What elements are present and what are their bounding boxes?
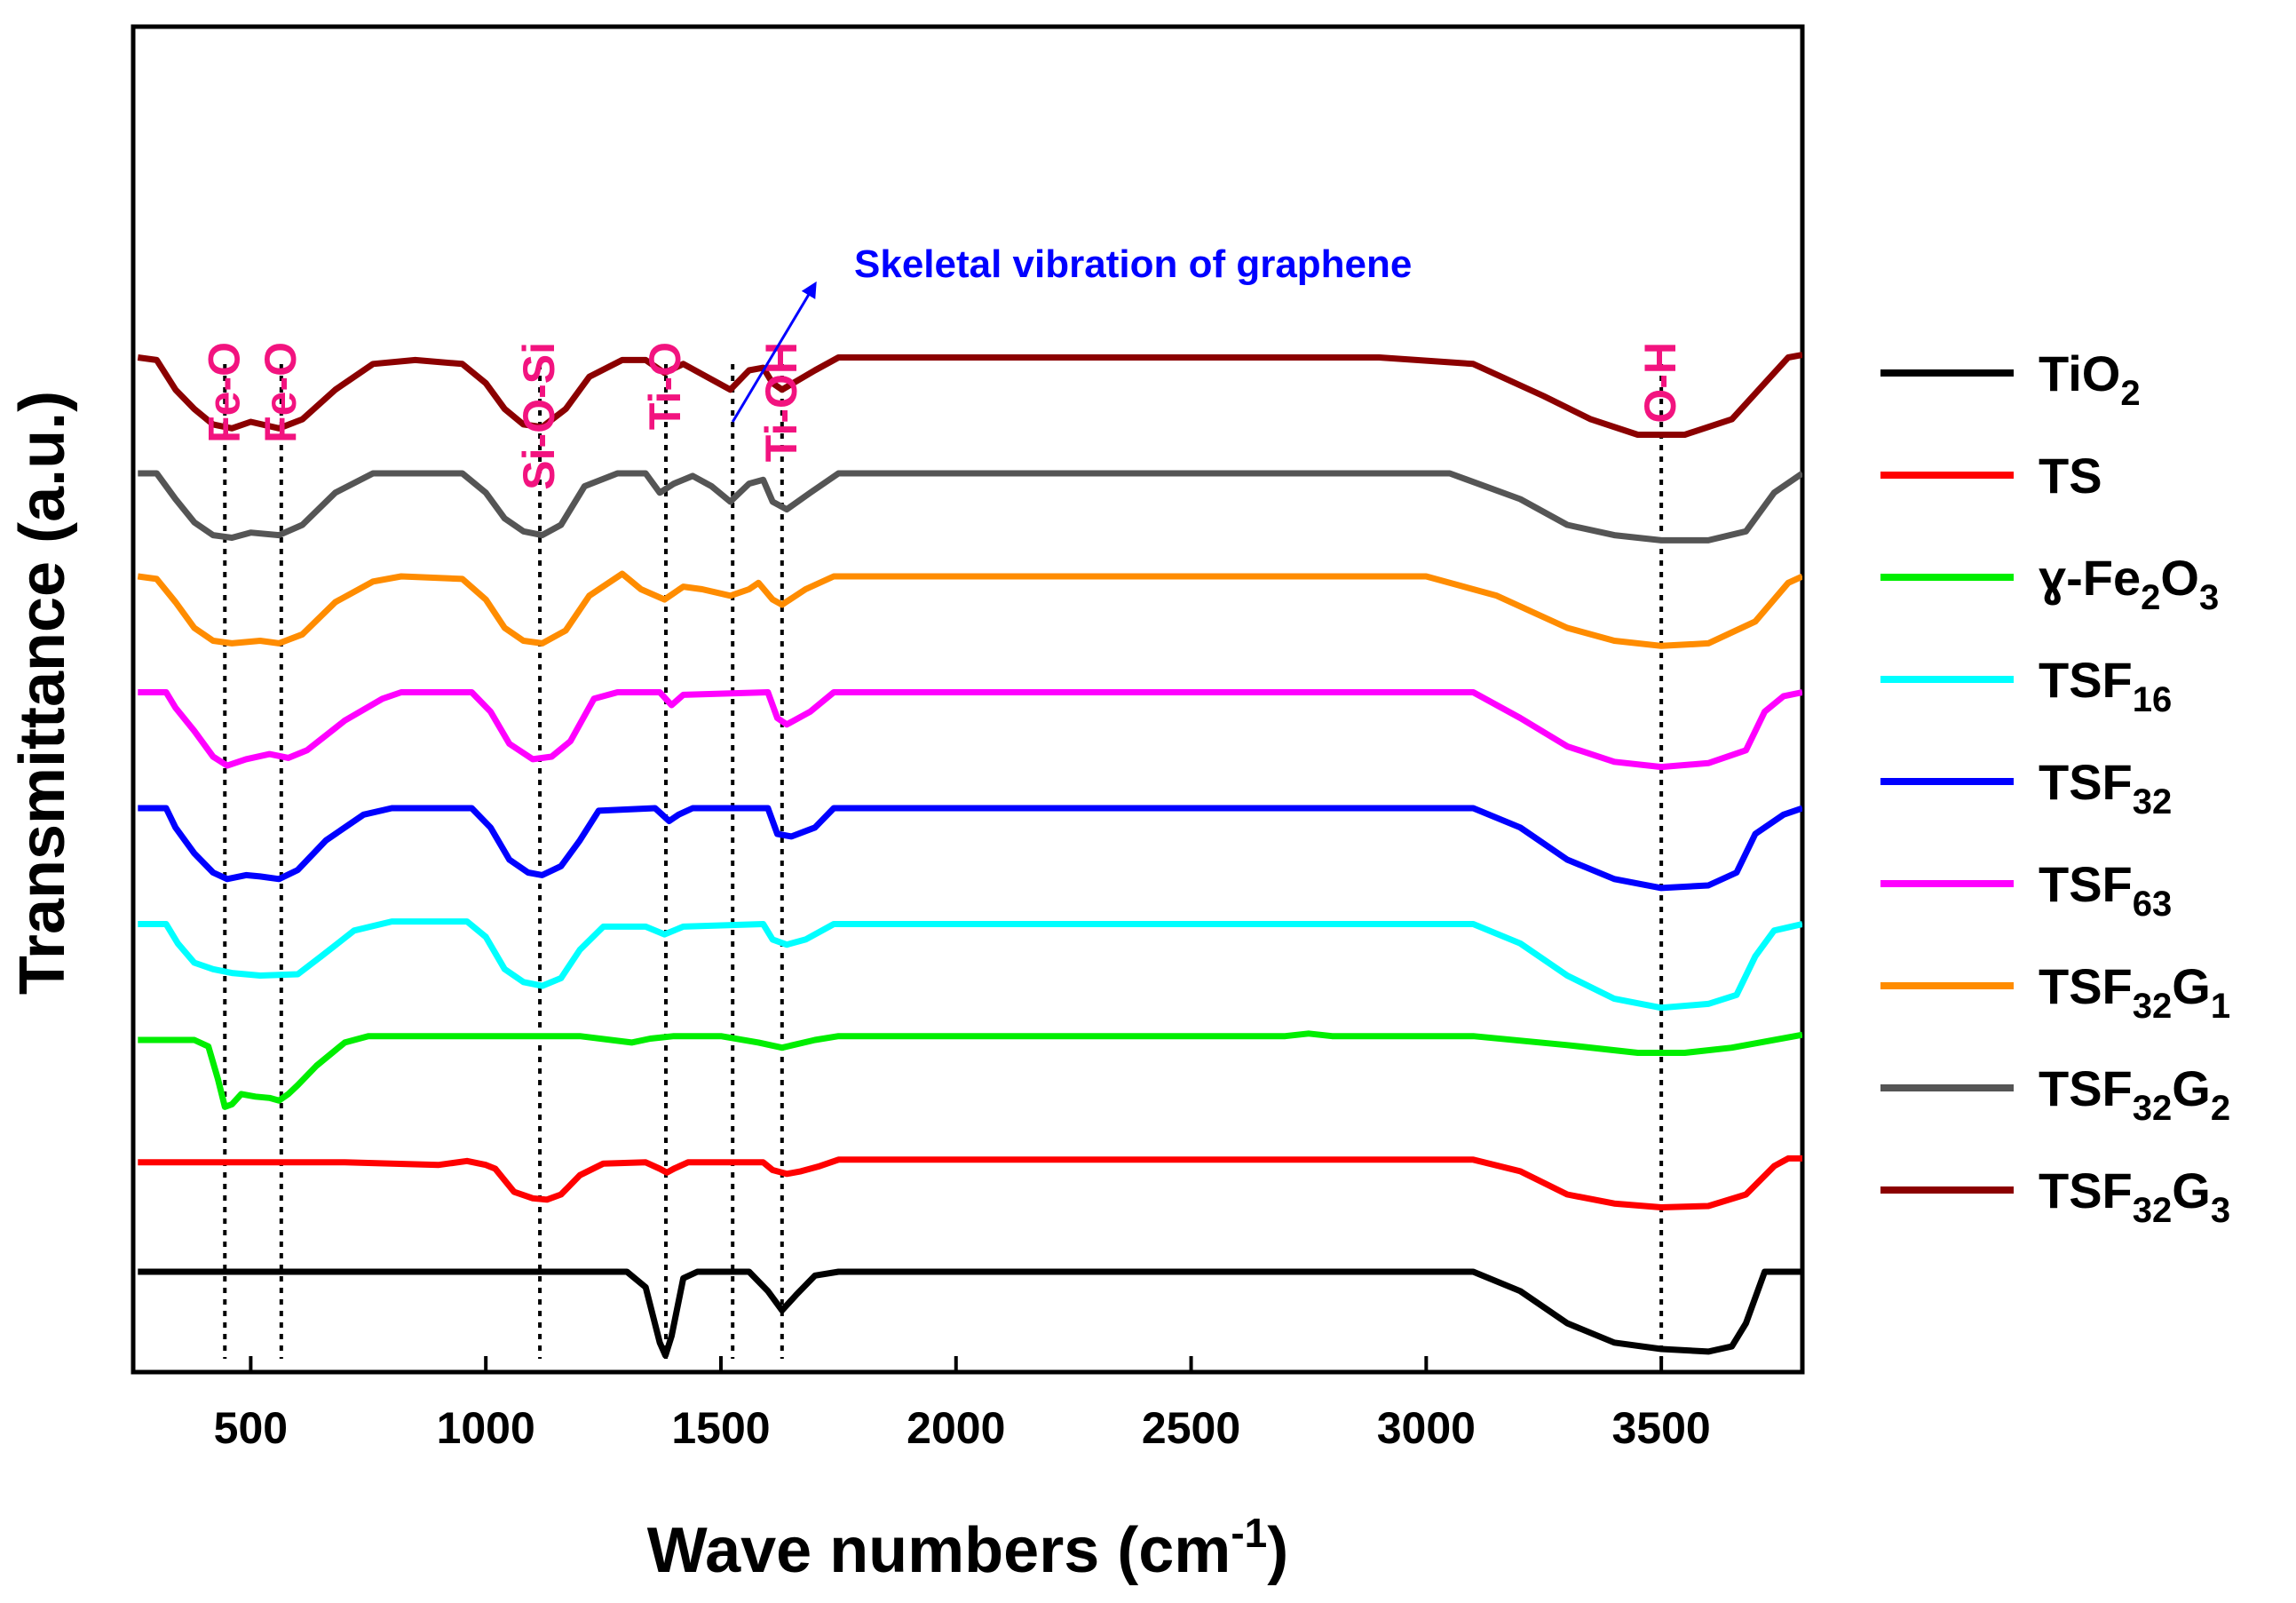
x-tick-label-4: 2500 xyxy=(1142,1403,1240,1453)
x-tick-label-2: 1500 xyxy=(671,1403,770,1453)
series-line-6 xyxy=(137,570,1802,649)
plot-frame xyxy=(131,24,1805,1375)
legend-label-3: TSF16 xyxy=(2039,652,2172,719)
reference-lines xyxy=(223,364,1664,1359)
x-axis-title-end: ) xyxy=(1267,1515,1288,1586)
peak-label-5: Ti-OH xyxy=(756,342,806,462)
x-tick-label-6: 3500 xyxy=(1612,1403,1711,1453)
legend-label-0: TiO2 xyxy=(2039,345,2141,413)
x-tick-label-3: 2000 xyxy=(907,1403,1005,1453)
legend: TiO2 TS ɣ-Fe2O3 TSF16 TSF32 TSF63 TSF32G1 TSF32… xyxy=(1880,345,2230,1230)
series-line-4 xyxy=(138,805,1802,892)
series-lines xyxy=(137,352,1802,1359)
peak-label-1: Fe-O xyxy=(256,342,305,443)
legend-label-7: TSF32G2 xyxy=(2039,1060,2230,1128)
annotation-text-0: Skeletal vibration of graphene xyxy=(854,242,1412,286)
legend-label-4: TSF32 xyxy=(2039,754,2172,821)
series-line-7 xyxy=(138,470,1802,544)
series-line-8 xyxy=(137,352,1802,438)
series-line-0 xyxy=(138,1268,1802,1359)
x-axis-ticks: 500 1000 1500 2000 2500 3000 3500 xyxy=(214,1356,1711,1453)
x-axis-title-text: Wave numbers (cm xyxy=(647,1515,1231,1586)
legend-label-8: TSF32G3 xyxy=(2039,1163,2230,1230)
x-axis-title: Wave numbers (cm-1) xyxy=(647,1510,1288,1586)
peak-label-2: Si-O-Si xyxy=(514,342,564,490)
legend-label-5: TSF63 xyxy=(2039,856,2172,924)
x-axis-title-superscript: -1 xyxy=(1231,1510,1267,1556)
peak-labels: Fe-O Fe-O Si-O-Si Ti-O Ti-OH O-H xyxy=(199,342,1685,490)
legend-label-1: TS xyxy=(2039,448,2102,504)
peak-label-0: Fe-O xyxy=(199,342,249,443)
y-axis-title: Transmittance (a.u.) xyxy=(7,391,78,995)
graphene-annotation: Skeletal vibration of graphene xyxy=(731,242,1412,423)
peak-label-3: Ti-O xyxy=(640,342,690,430)
x-tick-label-1: 1000 xyxy=(437,1403,535,1453)
legend-label-6: TSF32G1 xyxy=(2039,958,2230,1026)
series-line-1 xyxy=(138,1155,1802,1210)
series-line-3 xyxy=(138,918,1802,1012)
x-tick-label-0: 500 xyxy=(214,1403,288,1453)
series-line-2 xyxy=(138,1030,1802,1110)
peak-label-6: O-H xyxy=(1635,342,1685,424)
legend-label-2: ɣ-Fe2O3 xyxy=(2039,550,2219,617)
series-line-5 xyxy=(138,689,1802,771)
annotation-arrow-0 xyxy=(731,281,817,423)
x-tick-label-5: 3000 xyxy=(1377,1403,1476,1453)
